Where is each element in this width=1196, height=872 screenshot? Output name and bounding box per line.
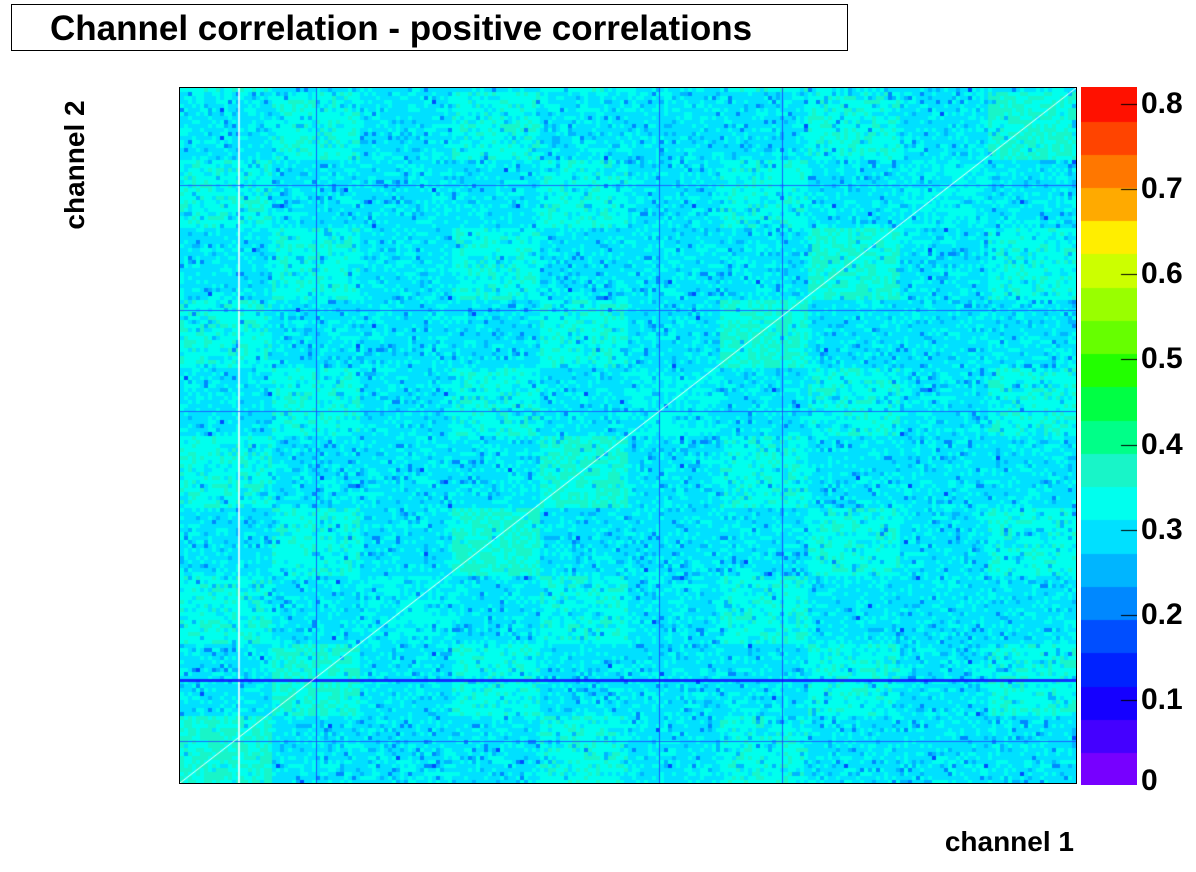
z-tick-label: 0.7 bbox=[1141, 172, 1183, 206]
title-box: Channel correlation - positive correlati… bbox=[11, 4, 848, 51]
chart-title: Channel correlation - positive correlati… bbox=[50, 9, 753, 48]
z-tick-label: 0 bbox=[1141, 764, 1158, 797]
x-axis-label: channel 1 bbox=[944, 826, 1074, 857]
z-tick-label: 0.5 bbox=[1141, 342, 1183, 376]
z-tick-label: 0.4 bbox=[1141, 427, 1183, 461]
z-tick-label: 0.6 bbox=[1141, 257, 1183, 291]
heatmap-cells bbox=[180, 88, 1076, 783]
y-axis-label: channel 2 bbox=[59, 100, 90, 230]
z-tick-label: 0.8 bbox=[1141, 87, 1183, 121]
color-scale bbox=[1081, 87, 1137, 785]
z-tick-label: 0.1 bbox=[1141, 682, 1183, 716]
z-tick-label: 0.2 bbox=[1141, 597, 1183, 631]
z-tick-label: 0.3 bbox=[1141, 512, 1183, 546]
